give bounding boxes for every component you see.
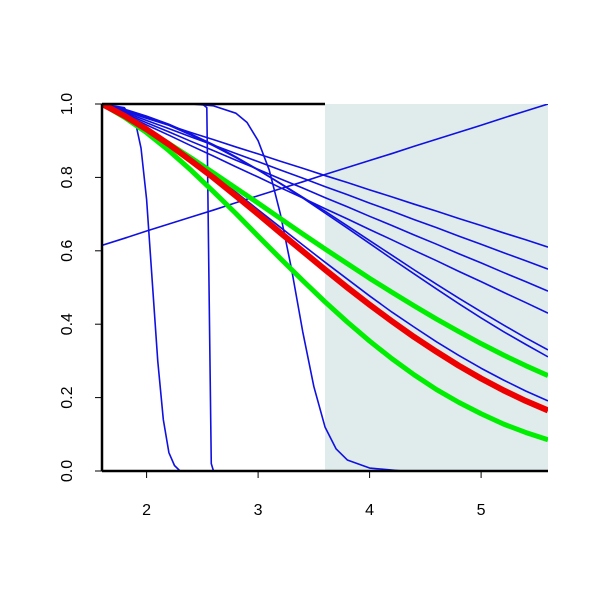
curve	[102, 104, 548, 471]
x-tick-label: 3	[254, 502, 263, 519]
y-tick-label: 0.8	[59, 166, 76, 188]
y-tick-label: 0.0	[59, 460, 76, 482]
x-tick-label: 5	[477, 502, 486, 519]
curve	[102, 104, 548, 314]
y-tick-label: 0.2	[59, 386, 76, 408]
curve	[102, 104, 548, 358]
curve	[102, 104, 548, 292]
curve	[102, 104, 548, 270]
curve	[102, 104, 548, 414]
curve	[102, 104, 548, 351]
y-tick-label: 1.0	[59, 93, 76, 115]
x-tick-label: 2	[142, 502, 151, 519]
curves	[102, 104, 548, 471]
x-tick-label: 4	[365, 502, 374, 519]
shaded-region	[325, 104, 548, 471]
y-tick-label: 0.6	[59, 240, 76, 262]
y-tick-label: 0.4	[59, 313, 76, 335]
curve	[102, 104, 548, 247]
curve	[102, 104, 548, 443]
